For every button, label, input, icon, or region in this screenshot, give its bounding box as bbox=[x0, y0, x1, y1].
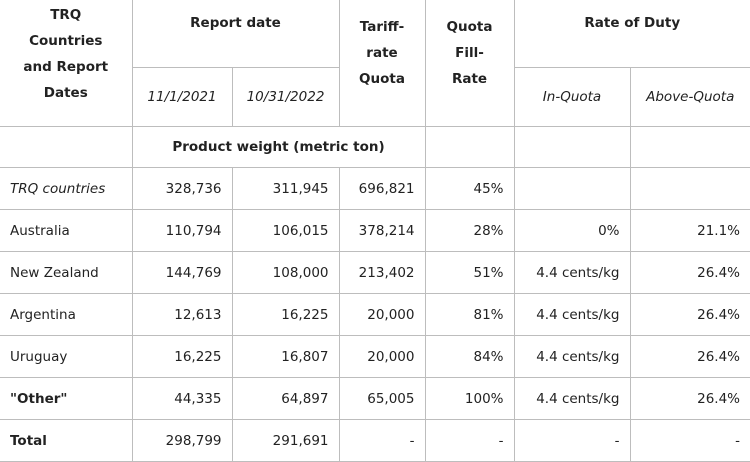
fill-line-1: Quota bbox=[446, 19, 493, 35]
table-row: "Other" 44,335 64,897 65,005 100% 4.4 ce… bbox=[0, 377, 750, 420]
cell-date-2: 108,000 bbox=[231, 251, 340, 294]
fill-line-3: Rate bbox=[451, 71, 488, 87]
cell-tariff-quota: 20,000 bbox=[338, 335, 426, 378]
cell-tariff-quota: 378,214 bbox=[338, 209, 426, 252]
table-row: Argentina 12,613 16,225 20,000 81% 4.4 c… bbox=[0, 293, 750, 336]
pw-fill-empty bbox=[424, 126, 515, 168]
cell-above-quota: 26.4% bbox=[629, 293, 750, 336]
cell-in-quota: 4.4 cents/kg bbox=[513, 377, 631, 420]
header-row-2: 11/1/2021 10/31/2022 In-Quota Above-Quot… bbox=[0, 67, 750, 127]
cell-in-quota: 4.4 cents/kg bbox=[513, 251, 631, 294]
fill-line-2: Fill- bbox=[455, 45, 484, 61]
table-row: Australia 110,794 106,015 378,214 28% 0%… bbox=[0, 209, 750, 252]
cell-fill-rate: 45% bbox=[424, 167, 515, 210]
row-name: Uruguay bbox=[0, 335, 133, 378]
row-name: New Zealand bbox=[0, 251, 133, 294]
corner-header: TRQ Countries and Report Dates bbox=[0, 0, 133, 127]
cell-date-2: 64,897 bbox=[231, 377, 340, 420]
row-name: Australia bbox=[0, 209, 133, 252]
cell-date-1: 110,794 bbox=[131, 209, 233, 252]
cell-fill-rate: 81% bbox=[424, 293, 515, 336]
cell-fill-rate: 28% bbox=[424, 209, 515, 252]
corner-line-1: TRQ bbox=[50, 7, 82, 23]
row-name: Argentina bbox=[0, 293, 133, 336]
cell-in-quota: 4.4 cents/kg bbox=[513, 335, 631, 378]
cell-date-2: 311,945 bbox=[231, 167, 340, 210]
cell-above-quota: 26.4% bbox=[629, 251, 750, 294]
date-2-header: 10/31/2022 bbox=[231, 67, 340, 127]
cell-date-1: 144,769 bbox=[131, 251, 233, 294]
cell-fill-rate: 51% bbox=[424, 251, 515, 294]
report-date-header: Report date bbox=[131, 0, 340, 68]
cell-date-1: 328,736 bbox=[131, 167, 233, 210]
cell-date-2: 16,225 bbox=[231, 293, 340, 336]
cell-in-quota: - bbox=[513, 419, 631, 462]
tariff-line-3: Quota bbox=[359, 71, 405, 87]
table-row: New Zealand 144,769 108,000 213,402 51% … bbox=[0, 251, 750, 294]
rate-of-duty-header: Rate of Duty bbox=[513, 0, 750, 68]
cell-tariff-quota: - bbox=[338, 419, 426, 462]
row-name-total: Total bbox=[0, 419, 133, 462]
row-name: TRQ countries bbox=[0, 167, 133, 210]
cell-date-2: 16,807 bbox=[231, 335, 340, 378]
table-row: Uruguay 16,225 16,807 20,000 84% 4.4 cen… bbox=[0, 335, 750, 378]
cell-fill-rate: - bbox=[424, 419, 515, 462]
tariff-rate-quota-header: Tariff- rate Quota bbox=[338, 0, 426, 127]
cell-tariff-quota: 696,821 bbox=[338, 167, 426, 210]
corner-line-4: Dates bbox=[43, 85, 88, 101]
total-row: Total 298,799 291,691 - - - - bbox=[0, 419, 750, 462]
cell-above-quota: 26.4% bbox=[629, 377, 750, 420]
corner-line-3: and Report bbox=[23, 59, 109, 75]
pw-inq-empty bbox=[513, 126, 631, 168]
row-name: "Other" bbox=[0, 377, 133, 420]
in-quota-header: In-Quota bbox=[513, 67, 631, 127]
tariff-line-2: rate bbox=[366, 45, 398, 61]
table-row: TRQ countries 328,736 311,945 696,821 45… bbox=[0, 167, 750, 210]
cell-tariff-quota: 20,000 bbox=[338, 293, 426, 336]
date-1-header: 11/1/2021 bbox=[131, 67, 233, 127]
cell-date-2: 106,015 bbox=[231, 209, 340, 252]
cell-above-quota: 26.4% bbox=[629, 335, 750, 378]
quota-fill-rate-header: Quota Fill- Rate bbox=[424, 0, 515, 127]
above-quota-header: Above-Quota bbox=[629, 67, 750, 127]
header-row-1: TRQ Countries and Report Dates Report da… bbox=[0, 0, 750, 127]
product-weight-row: Product weight (metric ton) bbox=[0, 126, 750, 168]
cell-in-quota: 0% bbox=[513, 209, 631, 252]
cell-date-1: 16,225 bbox=[131, 335, 233, 378]
pw-empty-cell bbox=[0, 126, 133, 168]
cell-date-2: 291,691 bbox=[231, 419, 340, 462]
corner-line-2: Countries bbox=[29, 33, 103, 49]
cell-in-quota bbox=[513, 167, 631, 210]
cell-date-1: 12,613 bbox=[131, 293, 233, 336]
cell-tariff-quota: 65,005 bbox=[338, 377, 426, 420]
cell-fill-rate: 100% bbox=[424, 377, 515, 420]
tariff-line-1: Tariff- bbox=[359, 19, 405, 35]
cell-fill-rate: 84% bbox=[424, 335, 515, 378]
cell-date-1: 44,335 bbox=[131, 377, 233, 420]
pw-abq-empty bbox=[629, 126, 750, 168]
cell-date-1: 298,799 bbox=[131, 419, 233, 462]
cell-above-quota: - bbox=[629, 419, 750, 462]
cell-tariff-quota: 213,402 bbox=[338, 251, 426, 294]
cell-above-quota bbox=[629, 167, 750, 210]
cell-in-quota: 4.4 cents/kg bbox=[513, 293, 631, 336]
cell-above-quota: 21.1% bbox=[629, 209, 750, 252]
product-weight-label: Product weight (metric ton) bbox=[131, 126, 426, 168]
